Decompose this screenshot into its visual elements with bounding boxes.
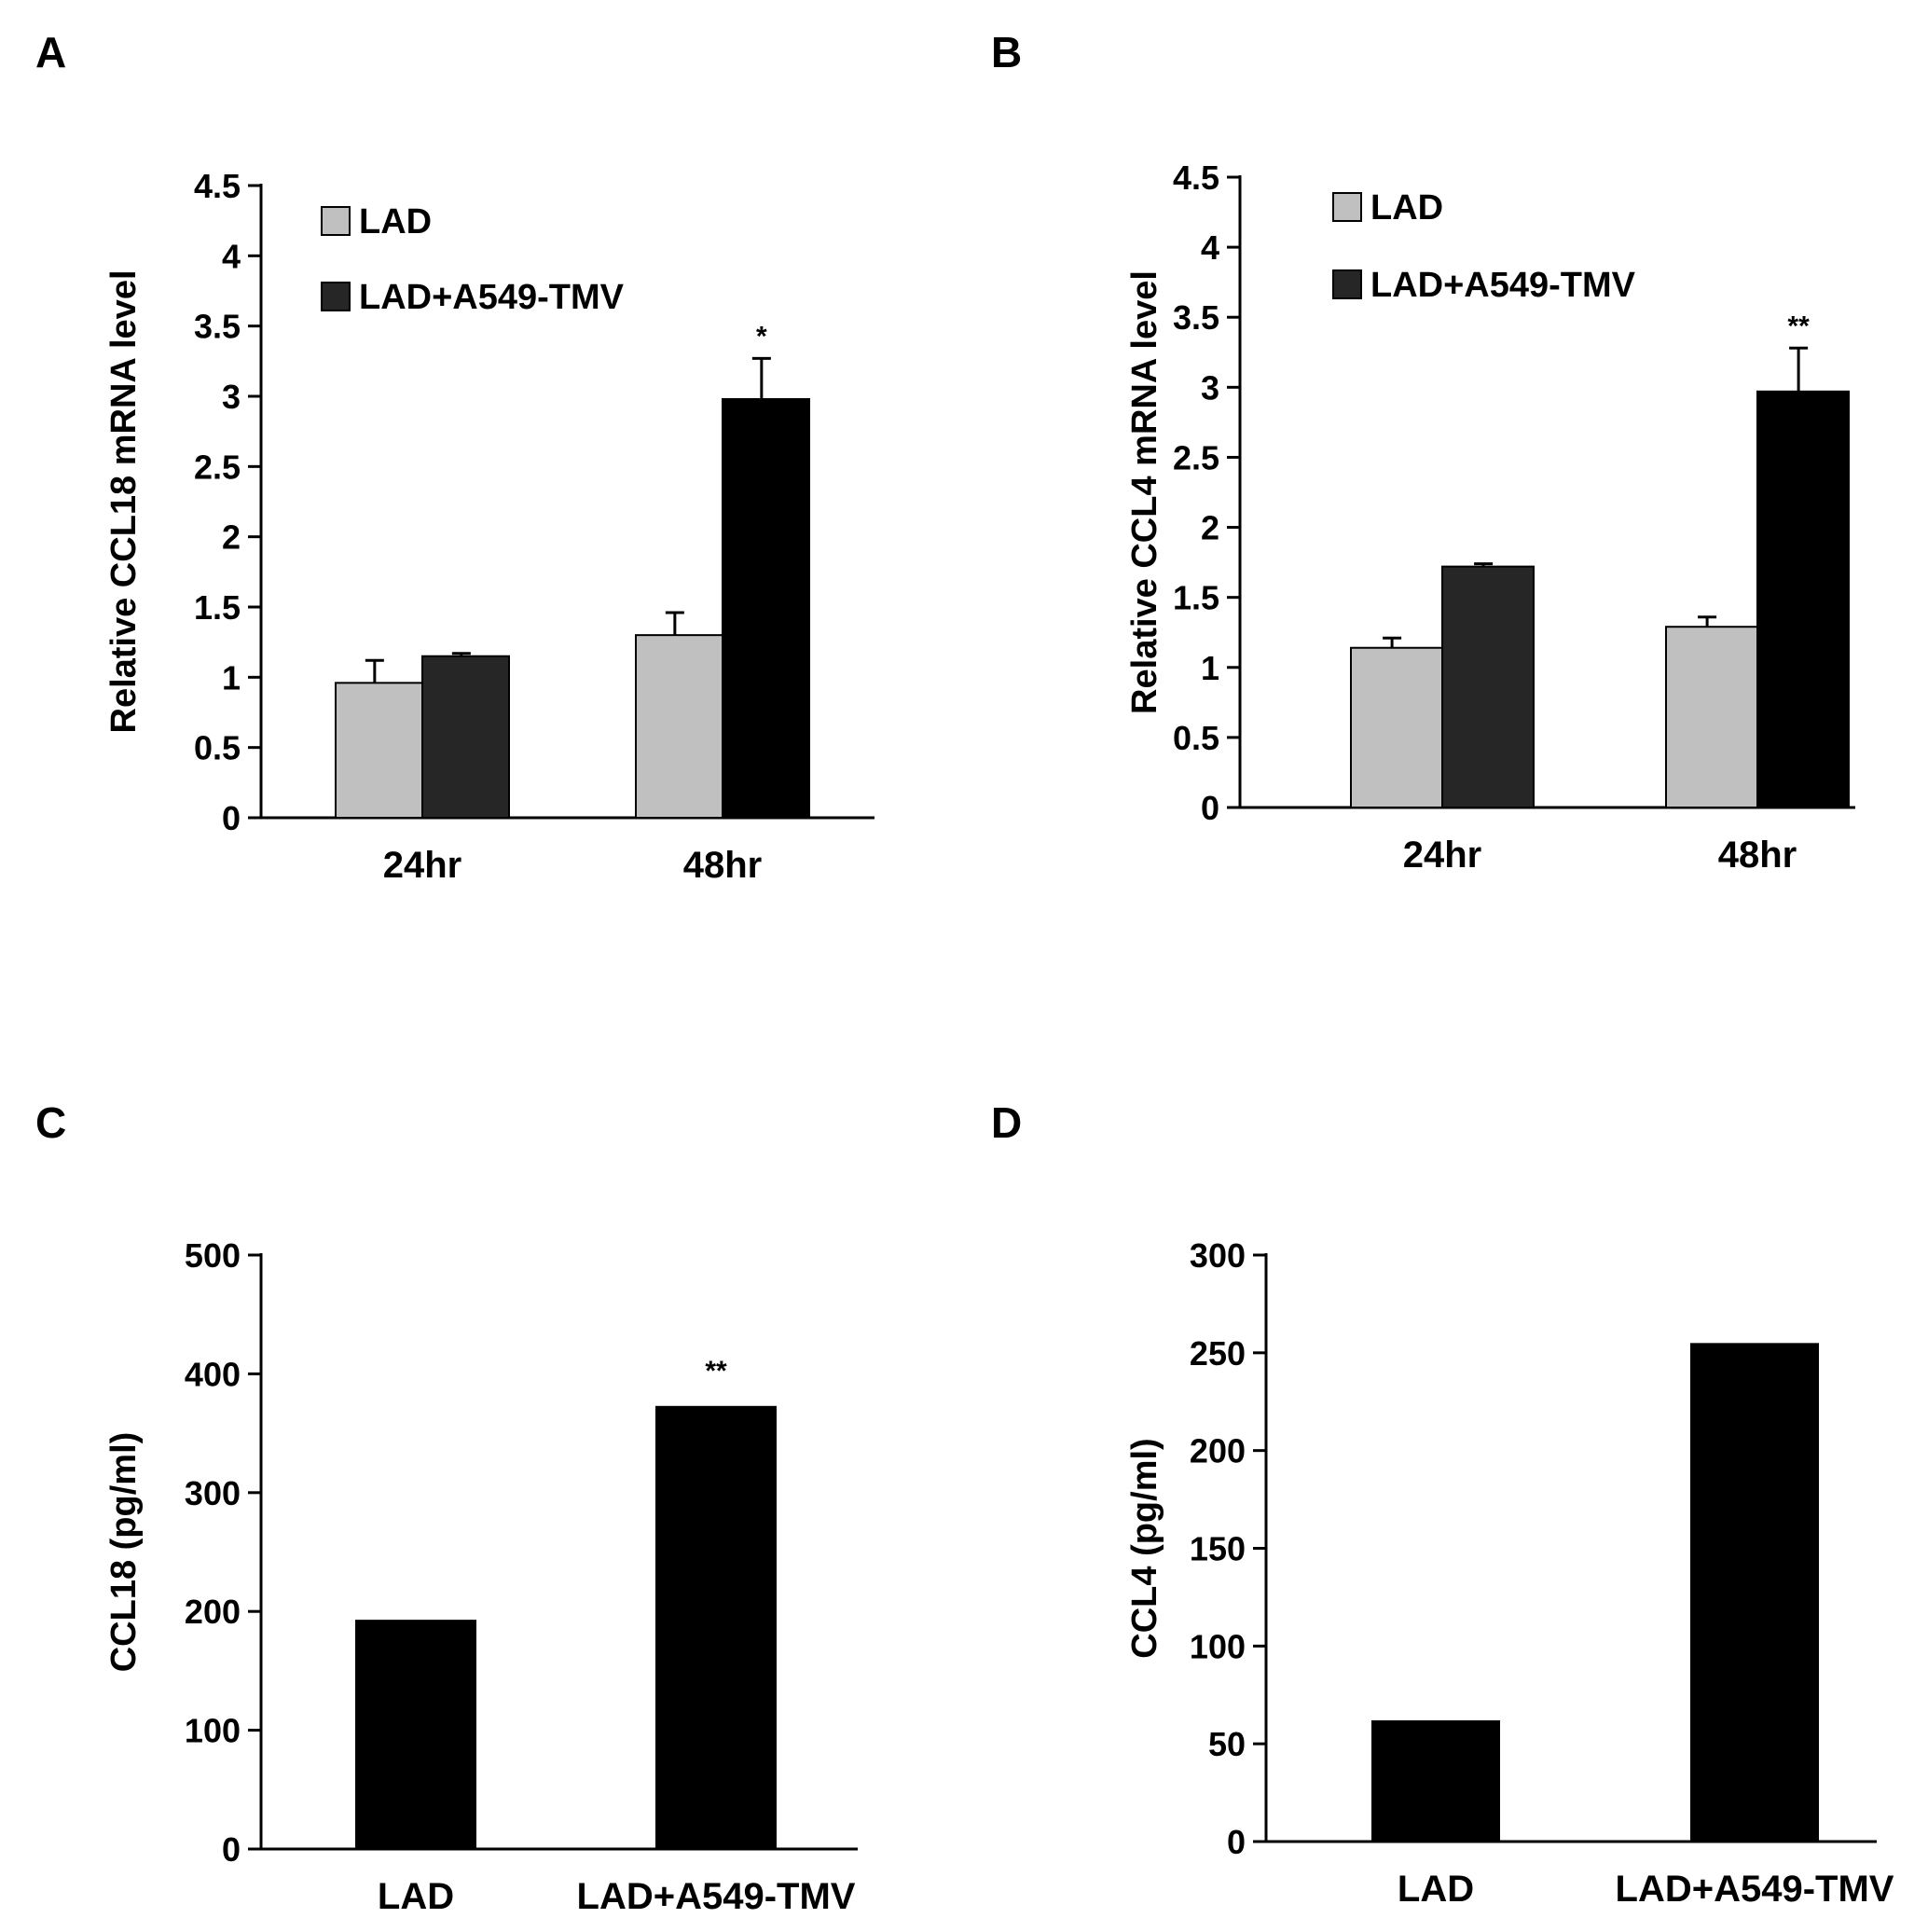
bar-lad-24hr [1350, 646, 1443, 808]
y-tick-label: 2 [222, 518, 241, 557]
bar-lad-a549-tmv-48hr [1756, 390, 1850, 808]
bar-lad-a549-tmv-48hr [722, 398, 810, 819]
y-tick-label: 3.5 [1173, 298, 1219, 337]
x-tick-label: LAD+A549-TMV [1616, 1869, 1894, 1910]
y-tick-label: 100 [1190, 1627, 1246, 1665]
legend-swatch [321, 206, 351, 236]
bar-lad-24hr [335, 682, 423, 819]
y-tick-label: 0 [1227, 1823, 1246, 1861]
y-tick-label: 3 [1201, 368, 1219, 407]
y-tick-label: 4.5 [194, 167, 241, 205]
legend-label: LAD [359, 202, 432, 242]
y-tick-label: 50 [1208, 1725, 1246, 1763]
y-tick-label: 200 [1190, 1432, 1246, 1470]
y-tick-label: 2.5 [1173, 438, 1219, 476]
chart-panel-d: D 0 50 100 150 200 250 300 CCL4 (pg/ml) LAD LAD+A5… [991, 1098, 1894, 1910]
y-tick-label: 4.5 [1173, 159, 1219, 197]
y-tick-label: 3.5 [194, 308, 241, 346]
legend-swatch [1332, 192, 1362, 222]
bar-lad-a549-tmv [1690, 1343, 1819, 1842]
y-tick-label: 300 [185, 1474, 241, 1512]
y-tick-label: 1 [1201, 649, 1219, 687]
x-tick-label: 24hr [383, 845, 462, 886]
significance-marker: * [756, 321, 767, 352]
legend-swatch [321, 282, 351, 311]
y-tick-label: 300 [1190, 1236, 1246, 1275]
y-axis-label: Relative CCL18 mRNA level [104, 269, 144, 733]
y-tick-label: 200 [185, 1593, 241, 1631]
chart-panel-b: B 0 0.5 1 1.5 2 2.5 3 3.5 4 4.5 Relative CCL4 mRNA … [991, 28, 1855, 876]
y-tick-label: 0 [1201, 789, 1219, 827]
y-tick-label: 0 [222, 1830, 241, 1869]
y-tick-label: 3 [222, 378, 241, 416]
legend-label: LAD+A549-TMV [1370, 266, 1636, 305]
chart-panel-a: A 0 0.5 1 1.5 2 2.5 3 3.5 4 4.5 Relative CCL18 mRNA… [35, 28, 874, 886]
legend-swatch [1332, 269, 1362, 299]
bar-lad-a549-tmv-24hr [421, 655, 510, 819]
x-tick-label: 24hr [1403, 835, 1482, 876]
legend-label: LAD [1370, 188, 1443, 228]
panel-label: A [35, 28, 66, 76]
chart-panel-c: C 0 100 200 300 400 500 CCL18 (pg/ml) LAD LAD+A54… [35, 1098, 858, 1917]
x-tick-label: LAD+A549-TMV [577, 1876, 856, 1917]
bar-lad-48hr [1665, 626, 1758, 808]
y-tick-label: 500 [185, 1236, 241, 1275]
y-tick-label: 2.5 [194, 448, 241, 486]
y-tick-label: 0.5 [1173, 719, 1219, 757]
y-tick-label: 150 [1190, 1530, 1246, 1568]
x-tick-label: 48hr [1718, 835, 1797, 876]
y-tick-label: 250 [1190, 1334, 1246, 1373]
y-tick-label: 1 [222, 658, 241, 697]
x-tick-label: LAD [1398, 1869, 1474, 1910]
y-tick-label: 0.5 [194, 729, 241, 767]
y-tick-label: 400 [185, 1355, 241, 1393]
y-axis-label: CCL18 (pg/ml) [104, 1432, 144, 1673]
y-tick-label: 1.5 [194, 588, 241, 627]
panel-label: D [991, 1098, 1022, 1147]
y-tick-label: 4 [222, 237, 241, 275]
panel-label: B [991, 28, 1022, 76]
bar-lad [355, 1620, 476, 1849]
y-tick-label: 2 [1201, 509, 1219, 547]
y-tick-label: 4 [1201, 228, 1219, 267]
bar-lad-a549-tmv [655, 1405, 777, 1849]
x-tick-label: 48hr [683, 845, 763, 886]
bar-lad-48hr [635, 634, 723, 820]
y-tick-label: 0 [222, 799, 241, 837]
y-tick-label: 1.5 [1173, 579, 1219, 617]
legend-label: LAD+A549-TMV [359, 278, 625, 317]
y-axis-label: CCL4 (pg/ml) [1125, 1438, 1164, 1658]
y-axis-label: Relative CCL4 mRNA level [1125, 270, 1164, 714]
panel-label: C [35, 1098, 66, 1147]
y-tick-label: 100 [185, 1712, 241, 1750]
bar-lad-a549-tmv-24hr [1441, 565, 1535, 809]
significance-marker: ** [705, 1356, 727, 1387]
significance-marker: ** [1787, 310, 1810, 341]
bar-lad [1371, 1720, 1500, 1842]
x-tick-label: LAD [378, 1876, 454, 1917]
